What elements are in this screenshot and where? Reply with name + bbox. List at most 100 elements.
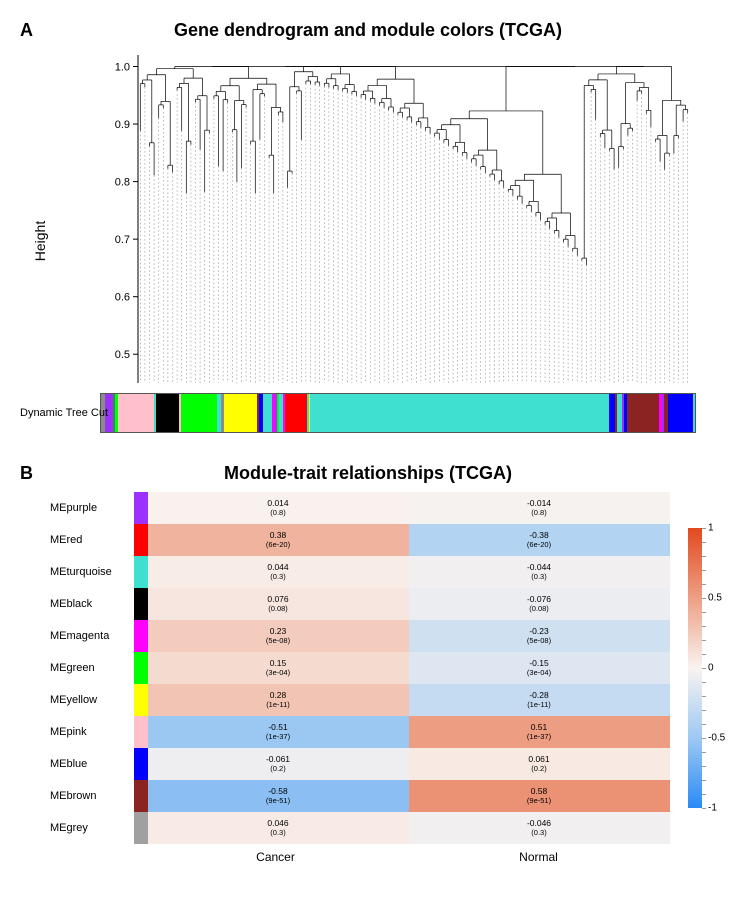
cell-pvalue: (5e-08) (527, 637, 551, 645)
cell-pvalue: (0.8) (270, 509, 285, 517)
colorbar-minor-tick (702, 766, 706, 767)
heatmap-cells: 0.014(0.8)-0.014(0.8)0.38(6e-20)-0.38(6e… (148, 492, 670, 844)
module-color-segment (693, 394, 695, 432)
x-axis-labels: CancerNormal (144, 844, 716, 864)
panel-b-heatmap: B Module-trait relationships (TCGA) MEpu… (20, 463, 716, 864)
module-color-chip (134, 556, 148, 588)
colorbar-minor-tick (702, 654, 706, 655)
colorbar-minor-tick (702, 682, 706, 683)
module-color-chip (134, 588, 148, 620)
module-color-segment (156, 394, 179, 432)
colorbar-minor-tick (702, 710, 706, 711)
module-row-label: MEpurple (50, 492, 134, 524)
colorbar-minor-tick (702, 808, 706, 809)
svg-text:0.5: 0.5 (115, 349, 130, 361)
heatmap-row: 0.23(5e-08)-0.23(5e-08) (148, 620, 670, 652)
heatmap-cell: -0.061(0.2) (148, 748, 409, 780)
panel-b-title: Module-trait relationships (TCGA) (20, 463, 716, 484)
colorbar-minor-tick (702, 780, 706, 781)
cell-pvalue: (1e-11) (266, 701, 290, 709)
heatmap-cell: 0.061(0.2) (409, 748, 670, 780)
heatmap-row: 0.046(0.3)-0.046(0.3) (148, 812, 670, 844)
heatmap-cell: 0.076(0.08) (148, 588, 409, 620)
heatmap-cell: -0.046(0.3) (409, 812, 670, 844)
heatmap-cell: -0.044(0.3) (409, 556, 670, 588)
trait-label: Cancer (144, 844, 407, 864)
module-color-chip (134, 684, 148, 716)
heatmap-cell: -0.076(0.08) (409, 588, 670, 620)
heatmap-row: 0.38(6e-20)-0.38(6e-20) (148, 524, 670, 556)
dynamic-tree-cut-label: Dynamic Tree Cut (20, 407, 108, 419)
colorbar-tick-label: 1 (708, 523, 714, 534)
module-color-segment (224, 394, 257, 432)
heatmap-row: 0.014(0.8)-0.014(0.8) (148, 492, 670, 524)
colorbar-minor-tick (702, 640, 706, 641)
trait-label: Normal (407, 844, 670, 864)
module-color-chip (134, 812, 148, 844)
heatmap-row: -0.51(1e-37)0.51(1e-37) (148, 716, 670, 748)
colorbar-minor-tick (702, 696, 706, 697)
y-axis-label: Height (32, 221, 48, 261)
module-color-segment (627, 394, 659, 432)
module-color-chip (134, 492, 148, 524)
colorbar-minor-tick (702, 738, 706, 739)
svg-text:0.9: 0.9 (115, 119, 130, 131)
colorbar-minor-tick (702, 724, 706, 725)
heatmap-row: 0.15(3e-04)-0.15(3e-04) (148, 652, 670, 684)
heatmap-area: MEpurpleMEredMEturquoiseMEblackMEmagenta… (50, 492, 716, 844)
module-color-segment (668, 394, 693, 432)
heatmap-cell: 0.046(0.3) (148, 812, 409, 844)
module-color-segment (310, 394, 609, 432)
module-row-label: MEgrey (50, 812, 134, 844)
colorbar-wrap: -1-0.500.51 (682, 492, 716, 844)
colorbar-minor-tick (702, 556, 706, 557)
colorbar-minor-tick (702, 584, 706, 585)
heatmap-cell: -0.28(1e-11) (409, 684, 670, 716)
heatmap-cell: 0.58(9e-51) (409, 780, 670, 812)
heatmap-cell: -0.15(3e-04) (409, 652, 670, 684)
module-row-label: MEred (50, 524, 134, 556)
colorbar-tick-label: -0.5 (708, 733, 725, 744)
module-row-label: MEgreen (50, 652, 134, 684)
colorbar-minor-tick (702, 598, 706, 599)
color-chip-column (134, 492, 148, 844)
panel-a-dendrogram: A Gene dendrogram and module colors (TCG… (20, 20, 716, 433)
module-color-chip (134, 780, 148, 812)
colorbar-minor-tick (702, 794, 706, 795)
colorbar (688, 528, 702, 808)
module-color-segment (263, 394, 272, 432)
colorbar-tick-label: -1 (708, 803, 717, 814)
cell-pvalue: (3e-04) (527, 669, 551, 677)
heatmap-cell: -0.014(0.8) (409, 492, 670, 524)
heatmap-cell: 0.044(0.3) (148, 556, 409, 588)
dendrogram-area: Height 0.50.60.70.80.91.0 Dynamic Tree C… (100, 49, 696, 433)
colorbar-minor-tick (702, 570, 706, 571)
module-color-bar (100, 393, 696, 433)
module-color-segment (285, 394, 306, 432)
colorbar-tick-label: 0.5 (708, 593, 722, 604)
colorbar-minor-tick (702, 612, 706, 613)
colorbar-minor-tick (702, 542, 706, 543)
row-labels-column: MEpurpleMEredMEturquoiseMEblackMEmagenta… (50, 492, 134, 844)
heatmap-row: 0.044(0.3)-0.044(0.3) (148, 556, 670, 588)
colorbar-tick-label: 0 (708, 663, 714, 674)
module-row-label: MEblue (50, 748, 134, 780)
heatmap-cell: -0.51(1e-37) (148, 716, 409, 748)
cell-pvalue: (1e-37) (527, 733, 551, 741)
heatmap-cell: -0.38(6e-20) (409, 524, 670, 556)
cell-pvalue: (1e-37) (266, 733, 290, 741)
module-row-label: MEblack (50, 588, 134, 620)
heatmap-cell: -0.58(9e-51) (148, 780, 409, 812)
panel-b-label: B (20, 463, 33, 484)
heatmap-row: 0.28(1e-11)-0.28(1e-11) (148, 684, 670, 716)
heatmap-row: 0.076(0.08)-0.076(0.08) (148, 588, 670, 620)
heatmap-cell: 0.51(1e-37) (409, 716, 670, 748)
cell-pvalue: (0.3) (270, 573, 285, 581)
svg-text:0.6: 0.6 (115, 292, 130, 304)
cell-pvalue: (3e-04) (266, 669, 290, 677)
panel-a-label: A (20, 20, 33, 41)
module-color-chip (134, 524, 148, 556)
cell-pvalue: (9e-51) (266, 797, 290, 805)
module-row-label: MEturquoise (50, 556, 134, 588)
module-color-chip (134, 748, 148, 780)
